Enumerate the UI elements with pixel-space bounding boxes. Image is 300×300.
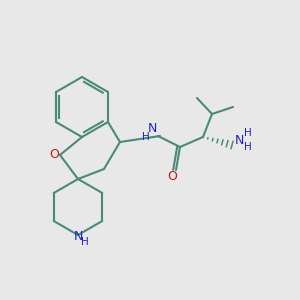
- Text: N: N: [147, 122, 157, 134]
- Text: N: N: [234, 134, 244, 146]
- Text: H: H: [244, 128, 252, 138]
- Text: H: H: [81, 237, 89, 247]
- Text: N: N: [73, 230, 83, 242]
- Text: H: H: [142, 132, 150, 142]
- Text: H: H: [244, 142, 252, 152]
- Text: O: O: [49, 148, 59, 161]
- Text: O: O: [167, 170, 177, 184]
